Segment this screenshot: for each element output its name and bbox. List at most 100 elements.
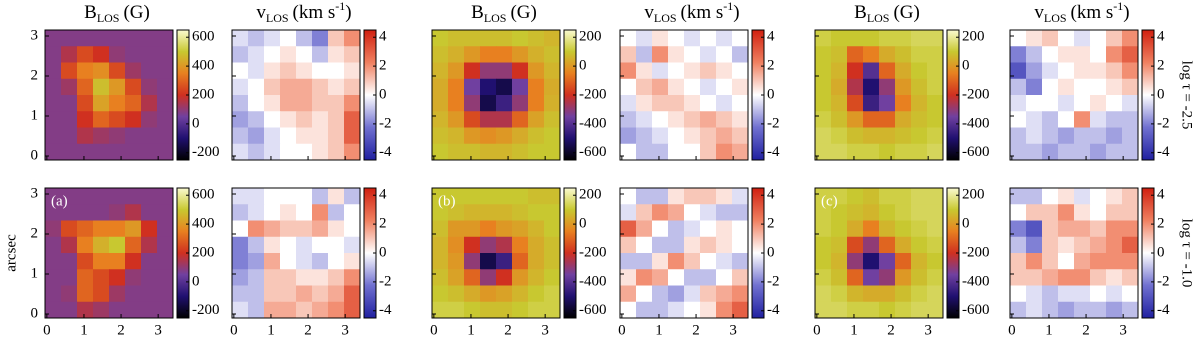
colorbar-tick-label: -400 [579, 273, 607, 289]
map-cell [1058, 220, 1075, 238]
map-cell [528, 62, 545, 80]
map-cell [879, 30, 896, 47]
map-cell [93, 62, 110, 80]
map-cell [248, 46, 265, 63]
map-cell [879, 62, 896, 80]
map-cell [448, 62, 465, 80]
map-cell [684, 95, 701, 112]
map-cell [77, 220, 94, 238]
map-cell [125, 188, 142, 205]
map-cell [1010, 269, 1027, 286]
map-cell [716, 78, 733, 96]
panel: 0 1 2 3 -4 -2 0 2 4 [618, 187, 780, 339]
map-cell [432, 95, 449, 112]
map-cell [544, 62, 561, 80]
colorbar-tick-label: 2 [1157, 58, 1165, 74]
map-cell [636, 78, 653, 96]
map-cell [125, 285, 142, 303]
map-cell [684, 127, 701, 145]
map-cell [157, 127, 174, 145]
colorbar-tick-label: 0 [1157, 244, 1165, 260]
map-cell [716, 269, 733, 286]
map-cell [911, 62, 928, 80]
map-cell [911, 127, 928, 145]
map-cell [512, 253, 529, 270]
map-cell [77, 236, 94, 254]
map-cell [895, 188, 912, 205]
map-cell [109, 301, 126, 319]
map-cell [732, 253, 749, 270]
map-cell [264, 30, 281, 47]
map-cell [448, 95, 465, 112]
map-cell [1058, 204, 1075, 221]
map-cell [93, 301, 110, 319]
title-superscript: -1 [723, 0, 733, 13]
x-tick-label: 2 [504, 322, 512, 335]
map-cell [264, 204, 281, 221]
map-cell [344, 204, 361, 221]
map-cell [93, 30, 110, 47]
map-cell [328, 188, 345, 205]
map-cell [716, 301, 733, 319]
colorbar-tick-label: 4 [1157, 29, 1165, 45]
title-superscript: -1 [1113, 0, 1123, 13]
map-cell [863, 301, 880, 319]
map-cell [248, 269, 265, 286]
map-cell [1074, 220, 1091, 238]
map-cell [815, 30, 832, 47]
axes-frame [231, 29, 361, 161]
map-cell [1106, 253, 1123, 270]
x-tick-label: 2 [692, 322, 700, 335]
map-cell [512, 236, 529, 254]
y-tick-label: 2 [31, 225, 39, 241]
map-cell [464, 188, 481, 205]
map-cell [732, 46, 749, 63]
map-cell [77, 253, 94, 270]
map-cell [344, 301, 361, 319]
map-cell [45, 285, 62, 303]
map-cell [512, 143, 529, 161]
map-cell [895, 220, 912, 238]
map-cell [636, 236, 653, 254]
map-cell [528, 220, 545, 238]
map-cell [480, 236, 497, 254]
map-cell [1026, 62, 1043, 80]
map-cell [1026, 30, 1043, 47]
map-cell [1042, 62, 1059, 80]
map-cell [863, 111, 880, 128]
map-cell [1026, 111, 1043, 128]
colorbar-tick-label: 0 [192, 273, 200, 289]
map-cell [863, 204, 880, 221]
colorbar-tick-label: -2 [767, 273, 780, 289]
map-cell [620, 301, 637, 319]
map-cell [45, 204, 62, 221]
map-cell [911, 111, 928, 128]
y-tick-label: 0 [31, 147, 39, 163]
map-cell [1042, 269, 1059, 286]
map-cell [895, 78, 912, 96]
map-cell [264, 46, 281, 63]
map-cell [1010, 285, 1027, 303]
map-cell [636, 95, 653, 112]
map-cell [264, 269, 281, 286]
map-cell [496, 111, 513, 128]
map-cell [61, 269, 78, 286]
map-cell [1058, 111, 1075, 128]
map-cell [464, 111, 481, 128]
colorbar-tick-label: -600 [579, 144, 607, 160]
map-cell [328, 111, 345, 128]
map-cell [1122, 46, 1139, 63]
map-cell [1042, 253, 1059, 270]
map-cell [1058, 269, 1075, 286]
map-cell [328, 301, 345, 319]
colorbar-tick-label: -200 [962, 244, 990, 260]
map-cell [480, 220, 497, 238]
map-cell [847, 78, 864, 96]
map-cell [45, 236, 62, 254]
map-cell [544, 78, 561, 96]
map-cell [344, 285, 361, 303]
map-cell [432, 204, 449, 221]
map-cell [1042, 127, 1059, 145]
map-cell [93, 111, 110, 128]
map-cell [45, 269, 62, 286]
